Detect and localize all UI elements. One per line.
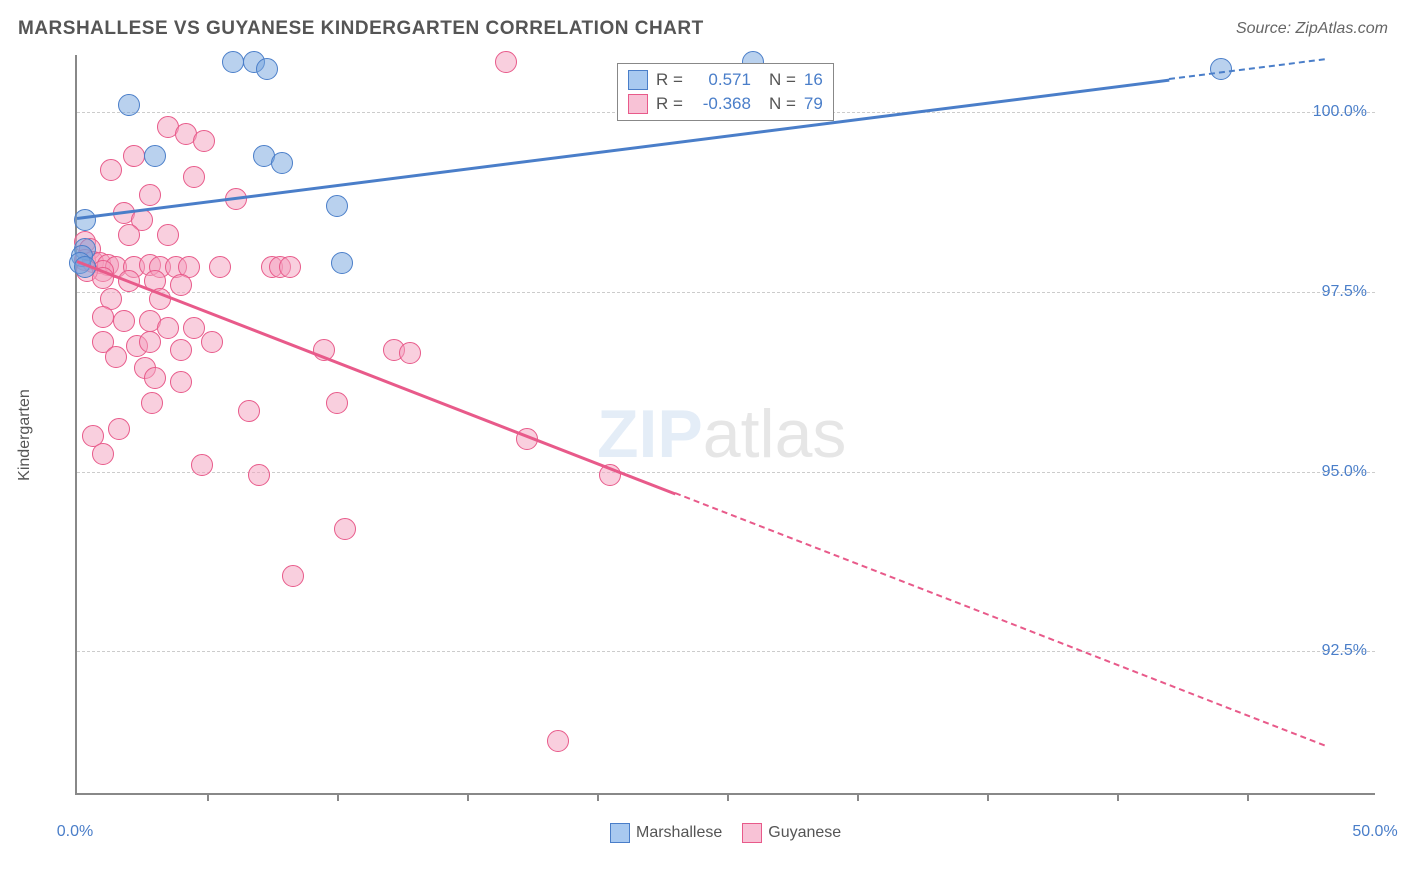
stat-r-label: R = [656, 94, 683, 114]
bottom-legend: Marshallese Guyanese [610, 823, 841, 843]
scatter-point [118, 94, 140, 116]
chart-header: MARSHALLESE VS GUYANESE KINDERGARTEN COR… [18, 18, 1388, 40]
legend-item: Guyanese [742, 823, 841, 843]
x-tick [1117, 793, 1119, 801]
scatter-point [144, 145, 166, 167]
stat-n-label: N = [769, 70, 796, 90]
y-tick-label: 100.0% [1313, 103, 1367, 121]
scatter-point [547, 730, 569, 752]
legend-swatch [742, 823, 762, 843]
legend-item: Marshallese [610, 823, 722, 843]
legend-label: Guyanese [768, 824, 841, 842]
scatter-point [326, 392, 348, 414]
scatter-point [326, 195, 348, 217]
scatter-point [74, 209, 96, 231]
x-tick [987, 793, 989, 801]
x-tick [857, 793, 859, 801]
y-tick-label: 97.5% [1322, 283, 1367, 301]
trend-line [1169, 59, 1325, 81]
trend-line [76, 260, 675, 495]
scatter-point [170, 371, 192, 393]
scatter-point [191, 454, 213, 476]
stats-row: R = -0.368 N = 79 [628, 92, 823, 116]
y-tick-label: 95.0% [1322, 463, 1367, 481]
scatter-point [271, 152, 293, 174]
x-tick [727, 793, 729, 801]
scatter-point [157, 317, 179, 339]
stat-r-value: -0.368 [691, 94, 751, 114]
legend-label: Marshallese [636, 824, 722, 842]
scatter-point [113, 310, 135, 332]
scatter-point [92, 443, 114, 465]
scatter-point [100, 159, 122, 181]
stat-n-value: 79 [804, 94, 823, 114]
source-credit: Source: ZipAtlas.com [1236, 20, 1388, 38]
stats-row: R = 0.571 N = 16 [628, 68, 823, 92]
scatter-point [123, 145, 145, 167]
chart-title: MARSHALLESE VS GUYANESE KINDERGARTEN COR… [18, 18, 704, 40]
trend-line [675, 492, 1326, 746]
x-tick [597, 793, 599, 801]
y-tick-label: 92.5% [1322, 642, 1367, 660]
series-swatch [628, 70, 648, 90]
scatter-point [183, 166, 205, 188]
x-tick [1247, 793, 1249, 801]
scatter-point [108, 418, 130, 440]
scatter-point [139, 184, 161, 206]
gridline [77, 651, 1375, 652]
scatter-point [209, 256, 231, 278]
scatter-point [141, 392, 163, 414]
x-tick-label: 50.0% [1352, 823, 1397, 841]
scatter-point [282, 565, 304, 587]
scatter-point [92, 306, 114, 328]
scatter-point [105, 346, 127, 368]
scatter-point [334, 518, 356, 540]
plot-area: ZIPatlas 100.0% 97.5% 95.0% 92.5% R = 0.571 N … [75, 55, 1375, 795]
scatter-point [222, 51, 244, 73]
legend-swatch [610, 823, 630, 843]
plot-container: Kindergarten ZIPatlas 100.0%97.5%95.0%92… [55, 55, 1385, 815]
scatter-point [170, 339, 192, 361]
scatter-point [157, 224, 179, 246]
scatter-point [399, 342, 421, 364]
gridline [77, 292, 1375, 293]
scatter-point [495, 51, 517, 73]
correlation-stats: R = 0.571 N = 16 R = -0.368 N = 79 [617, 63, 834, 121]
scatter-point [248, 464, 270, 486]
stat-r-label: R = [656, 70, 683, 90]
scatter-point [201, 331, 223, 353]
scatter-point [331, 252, 353, 274]
scatter-point [238, 400, 260, 422]
scatter-point [256, 58, 278, 80]
scatter-point [279, 256, 301, 278]
stat-r-value: 0.571 [691, 70, 751, 90]
scatter-point [170, 274, 192, 296]
stat-n-value: 16 [804, 70, 823, 90]
stat-n-label: N = [769, 94, 796, 114]
x-tick [467, 793, 469, 801]
scatter-point [144, 367, 166, 389]
gridline [77, 472, 1375, 473]
series-swatch [628, 94, 648, 114]
watermark: ZIPatlas [597, 395, 846, 473]
x-tick [337, 793, 339, 801]
x-tick [207, 793, 209, 801]
scatter-point [139, 331, 161, 353]
scatter-point [193, 130, 215, 152]
x-tick-label: 0.0% [57, 823, 93, 841]
scatter-point [118, 224, 140, 246]
y-axis-label: Kindergarten [16, 389, 34, 481]
scatter-point [183, 317, 205, 339]
